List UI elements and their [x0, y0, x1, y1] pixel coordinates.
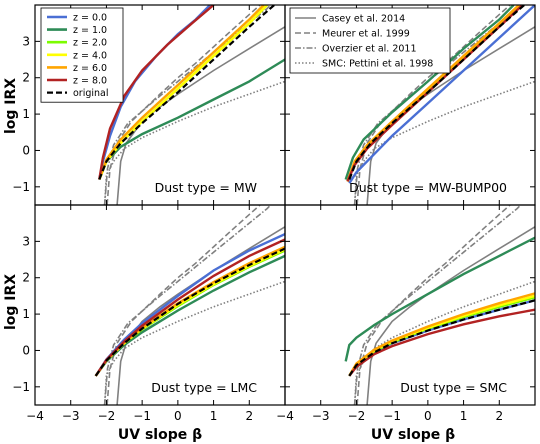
y-axis-label-bottom: log IRX	[3, 274, 19, 330]
series-line-z-1.0	[94, 254, 285, 377]
y-tick-label: 2	[22, 271, 30, 285]
x-tick-label: −4	[26, 409, 44, 423]
panel-2: Dust type = MW-BUMP00	[284, 4, 536, 206]
x-tick-label: −1	[383, 409, 401, 423]
series-line-z-0.0	[94, 233, 285, 377]
x-tick-label: −1	[133, 409, 151, 423]
y-tick-label: 0	[22, 143, 30, 157]
x-tick-label: 2	[495, 409, 503, 423]
x-tick-label: 0	[174, 409, 182, 423]
y-tick-label: −1	[12, 180, 30, 194]
x-tick-label: 1	[460, 409, 468, 423]
y-tick-label: 3	[22, 234, 30, 248]
panel-frame	[284, 204, 536, 406]
legend-references: Casey et al. 2014 Meurer et al. 1999 Overz…	[289, 7, 451, 74]
panel-4: −4 −3 −2 −1 0 1 2 Dust type = SMC	[276, 204, 536, 423]
panel-frame	[34, 204, 286, 406]
x-axis-label-right: UV slope β	[371, 427, 455, 443]
series-line-original	[94, 247, 285, 377]
legend-redshift: z = 0.0z = 1.0 z = 2.0z = 4.0 z = 6.0 z = 8…	[40, 7, 124, 103]
reference-curve-smc-pettini-et-al-1998	[353, 280, 535, 405]
series-line-z-1.0	[98, 58, 285, 180]
reference-curve-smc-pettini-et-al-1998	[103, 80, 285, 205]
legend-label: SMC: Pettini et al. 1998	[322, 59, 433, 70]
x-tick-label: −2	[348, 409, 366, 423]
panel-3: −4 −3 −2 −1 0 1 2 −1 0 1 2 3 Dust type = LMC	[12, 204, 286, 423]
series-line-original	[98, 5, 276, 180]
series-line-z-0.0	[348, 299, 535, 377]
panel-dust-type-label: Dust type = MW-BUMP00	[349, 180, 507, 195]
x-tick-label: −3	[62, 409, 80, 423]
y-tick-label: 2	[22, 71, 30, 85]
legend-label: z = 1.0	[73, 25, 107, 36]
reference-curve-meurer-et-al-1999	[106, 5, 261, 205]
plot-area	[98, 5, 285, 205]
reference-curve-smc-pettini-et-al-1998	[353, 80, 535, 205]
panel-dust-type-label: Dust type = LMC	[151, 380, 257, 395]
series-line-z-6.0	[346, 5, 520, 182]
legend-label: z = 2.0	[73, 38, 107, 49]
series-line-z-0.0	[348, 5, 535, 184]
reference-curve-casey-et-al-2014	[116, 25, 285, 205]
legend-label: Casey et al. 2014	[322, 14, 405, 25]
reference-curve-meurer-et-al-1999	[356, 5, 511, 205]
series-line-z-2.0	[348, 296, 535, 377]
x-tick-label: 2	[245, 409, 253, 423]
reference-curve-smc-pettini-et-al-1998	[103, 280, 285, 405]
legend-label: original	[73, 88, 109, 99]
series-line-z-6.0	[348, 292, 535, 377]
plot-area	[94, 205, 285, 405]
y-tick-label: 1	[22, 107, 30, 121]
y-axis-label-top: log IRX	[3, 78, 19, 134]
legend-label: z = 8.0	[73, 76, 107, 87]
legend-label: z = 6.0	[73, 63, 107, 74]
plot-area	[344, 5, 535, 205]
series-line-z-1.0	[344, 236, 535, 362]
panel-dust-type-label: Dust type = SMC	[400, 380, 507, 395]
series-line-original	[348, 5, 526, 180]
x-tick-label: −4	[276, 409, 294, 423]
reference-curve-overzier-et-al-2011	[103, 5, 272, 205]
y-tick-label: 1	[22, 307, 30, 321]
reference-curve-casey-et-al-2014	[116, 225, 285, 405]
y-tick-label: −1	[12, 380, 30, 394]
y-tick-label: 3	[22, 34, 30, 48]
panel-dust-type-label: Dust type = MW	[155, 180, 257, 195]
y-tick-label: 0	[22, 343, 30, 357]
series-line-z-8.0	[348, 308, 535, 377]
legend-label: z = 4.0	[73, 50, 107, 61]
series-line-z-6.0	[94, 245, 285, 377]
legend-label: Overzier et al. 2011	[322, 44, 417, 55]
plot-area	[344, 205, 535, 405]
series-line-z-8.0	[98, 5, 215, 180]
series-line-z-6.0	[98, 5, 265, 180]
reference-curve-meurer-et-al-1999	[356, 205, 511, 405]
x-tick-label: −2	[98, 409, 116, 423]
legend-label: Meurer et al. 1999	[322, 29, 410, 40]
x-axis-label-left: UV slope β	[118, 427, 202, 443]
x-tick-label: −3	[312, 409, 330, 423]
series-line-original	[348, 299, 535, 377]
x-tick-label: 0	[424, 409, 432, 423]
x-tick-label: 1	[210, 409, 218, 423]
panel-1: −1 0 1 2 3 Dust type = MW	[12, 4, 286, 206]
reference-curve-overzier-et-al-2011	[353, 205, 522, 405]
legend-label: z = 0.0	[73, 13, 107, 24]
reference-curve-meurer-et-al-1999	[106, 205, 261, 405]
series-line-z-1.0	[344, 5, 515, 180]
